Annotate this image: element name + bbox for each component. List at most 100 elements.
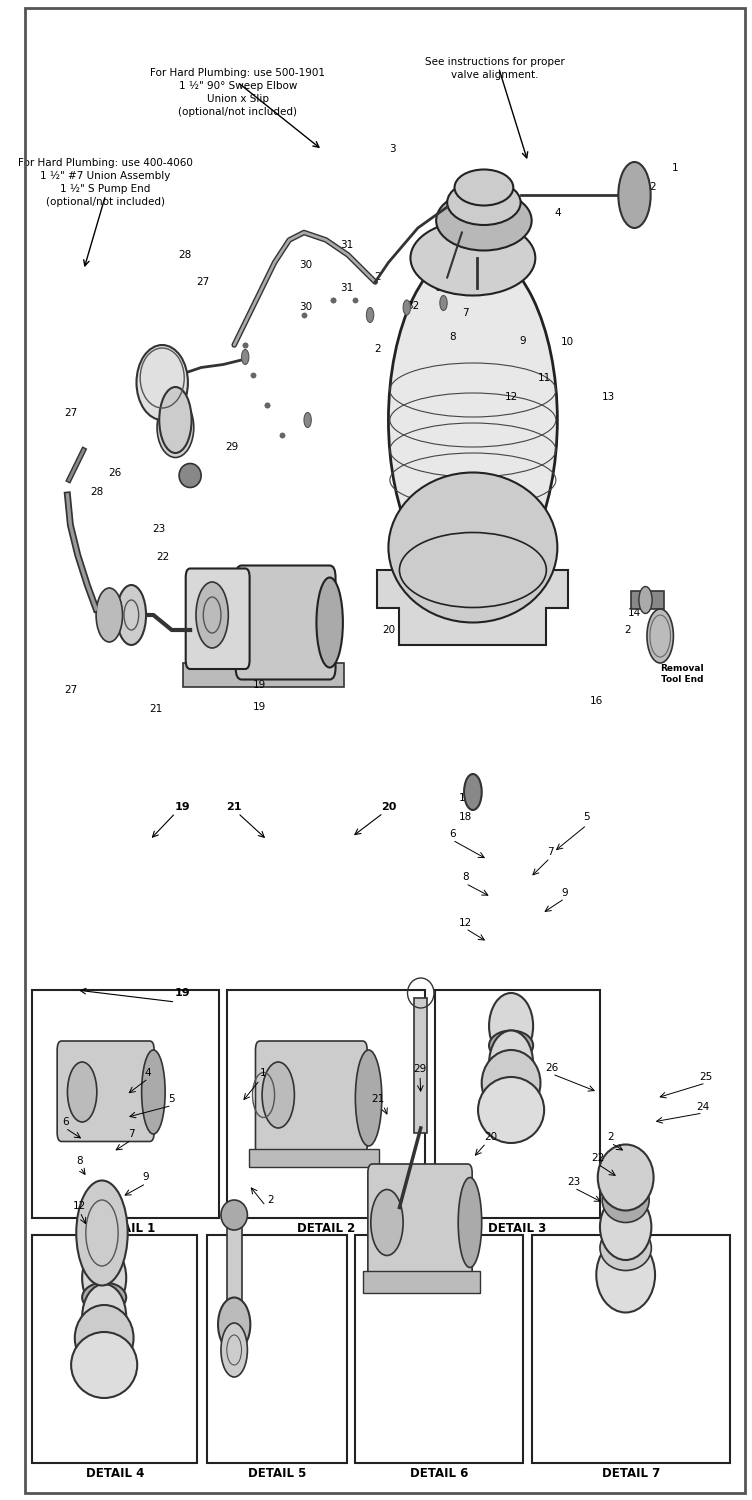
Bar xyxy=(227,1222,241,1320)
Polygon shape xyxy=(362,1270,481,1293)
Text: 19: 19 xyxy=(253,702,266,711)
Circle shape xyxy=(440,296,447,310)
Circle shape xyxy=(389,248,557,592)
Text: 16: 16 xyxy=(590,696,603,705)
Text: 27: 27 xyxy=(64,408,77,417)
Text: See instructions for proper
valve alignment.: See instructions for proper valve alignm… xyxy=(425,57,565,80)
Bar xyxy=(631,591,664,609)
Circle shape xyxy=(366,308,374,322)
Text: 25: 25 xyxy=(171,413,184,422)
Text: 2: 2 xyxy=(624,626,630,634)
Bar xyxy=(414,998,427,1132)
FancyBboxPatch shape xyxy=(32,990,220,1218)
Circle shape xyxy=(639,586,652,613)
Ellipse shape xyxy=(82,1245,126,1311)
Text: 22: 22 xyxy=(591,1154,605,1162)
Text: 17: 17 xyxy=(459,794,472,802)
Text: 2: 2 xyxy=(374,273,381,282)
Text: 15: 15 xyxy=(661,632,674,640)
FancyBboxPatch shape xyxy=(227,990,425,1218)
Circle shape xyxy=(464,774,482,810)
Text: 11: 11 xyxy=(538,374,551,382)
Text: 27: 27 xyxy=(196,278,209,286)
Ellipse shape xyxy=(478,1077,544,1143)
Text: 9: 9 xyxy=(143,1173,150,1182)
Text: 20: 20 xyxy=(381,802,396,812)
Polygon shape xyxy=(249,1149,379,1167)
Ellipse shape xyxy=(82,1284,126,1350)
Text: 25: 25 xyxy=(699,1072,712,1082)
Text: 7: 7 xyxy=(547,847,553,856)
Text: 27: 27 xyxy=(64,686,77,694)
Circle shape xyxy=(117,585,146,645)
Text: 6: 6 xyxy=(435,284,441,292)
Text: 28: 28 xyxy=(90,488,104,496)
Ellipse shape xyxy=(137,345,188,420)
Text: 4: 4 xyxy=(145,1068,152,1077)
FancyBboxPatch shape xyxy=(435,990,600,1218)
Text: 2: 2 xyxy=(268,1196,274,1204)
Circle shape xyxy=(618,162,650,228)
Text: 7: 7 xyxy=(462,309,468,318)
Text: 19: 19 xyxy=(175,988,190,998)
Text: 6: 6 xyxy=(62,1118,68,1126)
Text: For Hard Plumbing: use 500-1901
1 ½" 90° Sweep Elbow
Union x Slip
(optional/not : For Hard Plumbing: use 500-1901 1 ½" 90°… xyxy=(150,68,326,117)
Text: 21: 21 xyxy=(217,578,230,586)
Text: 2: 2 xyxy=(374,345,381,354)
Text: 23: 23 xyxy=(152,525,165,534)
FancyBboxPatch shape xyxy=(356,1234,523,1462)
Circle shape xyxy=(196,582,229,648)
Text: 31: 31 xyxy=(340,240,353,249)
Text: 26: 26 xyxy=(546,1064,559,1072)
Text: 12: 12 xyxy=(73,1202,86,1210)
Ellipse shape xyxy=(141,1050,165,1134)
Text: 8: 8 xyxy=(449,333,456,342)
Ellipse shape xyxy=(454,170,514,206)
Text: 24: 24 xyxy=(696,1102,709,1112)
Circle shape xyxy=(68,1062,97,1122)
Ellipse shape xyxy=(356,1050,382,1146)
Ellipse shape xyxy=(602,1178,649,1222)
Circle shape xyxy=(647,609,673,663)
Text: DETAIL 7: DETAIL 7 xyxy=(602,1467,660,1480)
Text: 6: 6 xyxy=(449,830,456,839)
Text: 29: 29 xyxy=(226,442,238,452)
Circle shape xyxy=(304,413,311,428)
FancyBboxPatch shape xyxy=(186,568,250,669)
Text: DETAIL 1: DETAIL 1 xyxy=(97,1222,155,1236)
Polygon shape xyxy=(378,570,569,645)
Text: 29: 29 xyxy=(414,1065,426,1074)
Ellipse shape xyxy=(600,1226,651,1270)
Text: 1: 1 xyxy=(672,164,678,172)
FancyBboxPatch shape xyxy=(207,1234,347,1462)
Ellipse shape xyxy=(489,1030,533,1096)
Text: 26: 26 xyxy=(108,468,121,477)
Text: 20: 20 xyxy=(382,626,395,634)
Text: 28: 28 xyxy=(178,251,192,260)
FancyBboxPatch shape xyxy=(32,8,737,810)
Text: 9: 9 xyxy=(520,336,526,345)
Text: 20: 20 xyxy=(485,1132,498,1142)
FancyBboxPatch shape xyxy=(256,1041,367,1156)
Text: 8: 8 xyxy=(77,1156,83,1166)
Text: Removal
Tool End: Removal Tool End xyxy=(660,664,704,684)
Text: 12: 12 xyxy=(505,393,517,402)
FancyBboxPatch shape xyxy=(532,1234,730,1462)
Text: 1: 1 xyxy=(260,1068,267,1077)
Text: 8: 8 xyxy=(462,873,468,882)
Circle shape xyxy=(96,588,123,642)
Text: For Hard Plumbing: use 400-4060
1 ½" #7 Union Assembly
1 ½" S Pump End
(optional: For Hard Plumbing: use 400-4060 1 ½" #7 … xyxy=(18,158,193,207)
Text: DETAIL 6: DETAIL 6 xyxy=(410,1467,468,1480)
Text: 19: 19 xyxy=(175,802,190,812)
Ellipse shape xyxy=(596,1238,655,1312)
Text: DETAIL 3: DETAIL 3 xyxy=(488,1222,547,1236)
Text: 31: 31 xyxy=(340,284,353,292)
Text: 4: 4 xyxy=(554,209,561,218)
Text: 30: 30 xyxy=(299,261,312,270)
Text: 7: 7 xyxy=(128,1130,135,1138)
Text: 32: 32 xyxy=(406,302,420,310)
Ellipse shape xyxy=(82,1282,126,1312)
Ellipse shape xyxy=(447,180,520,225)
Text: DETAIL 2: DETAIL 2 xyxy=(297,1222,355,1236)
Ellipse shape xyxy=(489,1030,533,1060)
